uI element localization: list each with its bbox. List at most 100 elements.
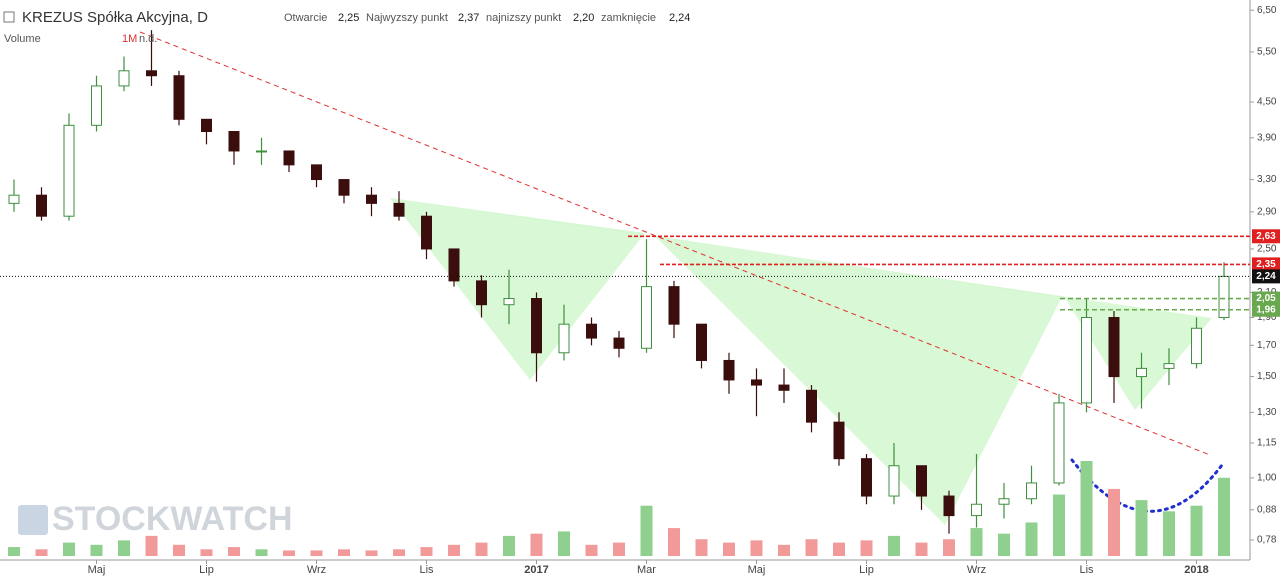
candle-body [283,150,295,166]
volume-bar [530,533,543,556]
volume-bar [90,544,103,556]
level-label: 2,24 [1256,271,1276,282]
level-label: 2,05 [1256,293,1276,304]
y-tick-label: 1,15 [1257,438,1277,449]
volume-bar [1135,500,1148,556]
volume-bar [503,535,515,556]
level-box [1252,291,1280,306]
candle-body [311,164,322,181]
candle-body [916,465,927,497]
volume-bar [1053,494,1065,556]
level-box [1252,229,1280,244]
candle-body [531,298,542,354]
volume-bar [1218,477,1230,556]
open-value: 2,25 [338,12,359,24]
plot [8,30,1230,556]
candle-body [503,298,515,306]
candle-body [861,458,872,497]
volume-bar [943,539,955,556]
head [655,236,1062,525]
y-tick-label: 1,30 [1257,407,1277,418]
candle-body [1081,317,1092,404]
y-tick-label: 0,88 [1257,504,1277,515]
level-box [1252,269,1280,284]
x-tick-label: 2017 [524,564,548,576]
volume-bar [1025,522,1038,556]
volume-bar [970,528,983,556]
candle-body [696,323,707,361]
y-tick-label: 1,50 [1257,371,1277,382]
volume-bar [338,549,350,556]
candle-body [558,323,570,354]
volume-bar [668,528,680,556]
x-tick-label: Lip [859,564,874,576]
volume-bar [283,550,295,556]
volume-bar [695,539,708,556]
candle-body [1136,367,1147,378]
candle-body [366,194,377,204]
candle-body [971,503,982,517]
volume-bar [420,547,433,556]
candle-body [998,498,1010,505]
candle-body [943,495,955,517]
candle-body [1218,275,1230,319]
y-tick-label: 5,50 [1257,47,1277,58]
candle-body [256,150,267,153]
candle-body [201,118,212,132]
candle-body [888,465,900,497]
open-label: Otwarcie [284,12,327,24]
neck-band [390,198,1212,318]
candle-body [476,280,487,306]
y-tick-label: 1,70 [1257,340,1277,351]
y-tick-label: 1,00 [1257,473,1277,484]
candle-body [1191,327,1202,365]
candle-body [833,421,845,460]
low-value: 2,20 [573,12,594,24]
volume-bar [448,544,460,556]
volume-bar [8,547,20,556]
watermark-group: STOCKWATCH [18,500,293,538]
y-tick-label: 2,50 [1257,244,1277,255]
y-tick-label: 0,78 [1257,535,1277,546]
volume-label: Volume [4,33,41,45]
pattern-shading [390,198,1212,525]
candle-body [448,248,460,282]
level-label: 2,63 [1256,231,1276,242]
volume-bar [200,549,213,556]
volume-bar [255,549,268,556]
y-tick-label: 4,50 [1257,97,1277,108]
x-tick-label: Wrz [967,564,986,576]
y-tick-label: 2,90 [1257,206,1277,217]
x-tick-label: Lip [199,564,214,576]
volume-bar [228,547,240,556]
volume-bar [723,542,735,556]
y-tick-label: 6,50 [1257,5,1277,16]
watermark: STOCKWATCH [52,500,293,538]
candle-body [1053,402,1065,484]
watermark-icon [18,505,48,535]
x-tick-label: Maj [88,564,106,576]
volume-bar [613,542,625,556]
volume-bar [640,505,653,556]
x-tick-label: Lis [419,564,434,576]
high-value: 2,37 [458,12,479,24]
volume-bar [888,535,900,556]
candle-body [63,124,75,217]
x-tick-label: Lis [1079,564,1094,576]
volume-period: 1M [122,33,137,45]
candle-body [91,85,102,126]
low-label: najnizszy punkt [486,12,561,24]
candle-body [778,384,790,391]
candle-body [173,75,185,120]
close-value: 2,24 [669,12,690,24]
volume-bar [365,550,378,556]
y-tick-label: 3,30 [1257,174,1277,185]
volume-bar [310,550,323,556]
x-tick-label: Maj [748,564,766,576]
candle-body [8,194,20,204]
volume-bar [63,542,75,556]
volume-bar [1108,488,1120,556]
volume-bar [833,542,845,556]
level-label: 1,96 [1256,304,1276,315]
